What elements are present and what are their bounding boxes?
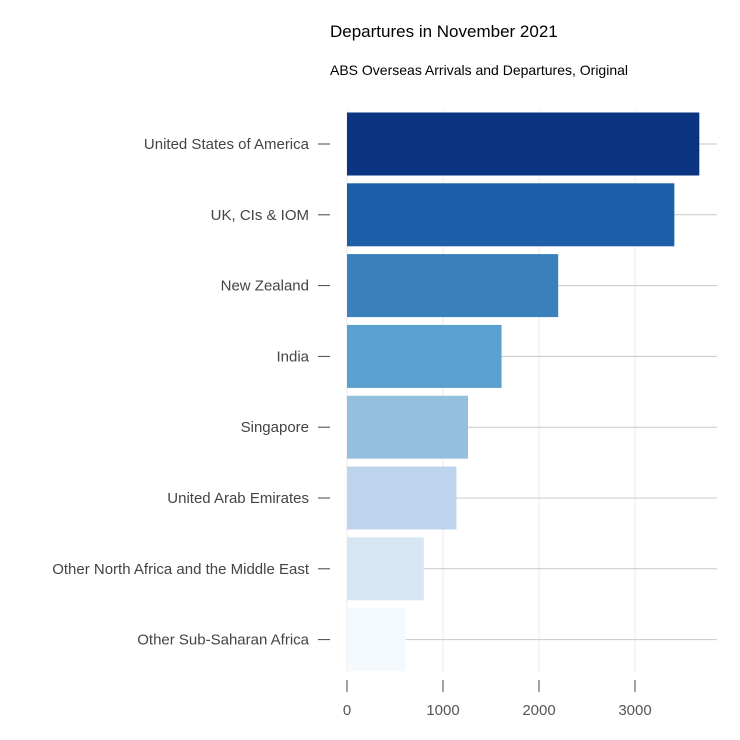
bar (347, 466, 457, 530)
category-label: Singapore (241, 419, 309, 436)
x-axis: 0 1000 2000 3000 (343, 680, 652, 719)
category-label: India (276, 348, 309, 365)
bar (347, 537, 424, 601)
category-label: Other North Africa and the Middle East (52, 561, 310, 578)
bar (347, 112, 700, 176)
bar (347, 324, 502, 388)
chart-title: Departures in November 2021 (330, 22, 558, 41)
category-label: UK, CIs & IOM (211, 207, 309, 224)
x-tick-label: 0 (343, 702, 351, 719)
category-label: Other Sub-Saharan Africa (137, 632, 309, 649)
bar (347, 395, 468, 459)
x-tick-label: 1000 (426, 702, 459, 719)
category-labels: United States of America UK, CIs & IOM New… (52, 136, 330, 649)
category-label: New Zealand (221, 278, 309, 295)
x-tick-label: 3000 (618, 702, 651, 719)
chart-subtitle: ABS Overseas Arrivals and Departures, Or… (330, 62, 628, 78)
x-tick-label: 2000 (522, 702, 555, 719)
category-label: United Arab Emirates (167, 490, 309, 507)
bar (347, 183, 675, 247)
category-label: United States of America (144, 136, 310, 153)
bar (347, 254, 559, 318)
bars (347, 112, 700, 672)
bar (347, 608, 406, 672)
